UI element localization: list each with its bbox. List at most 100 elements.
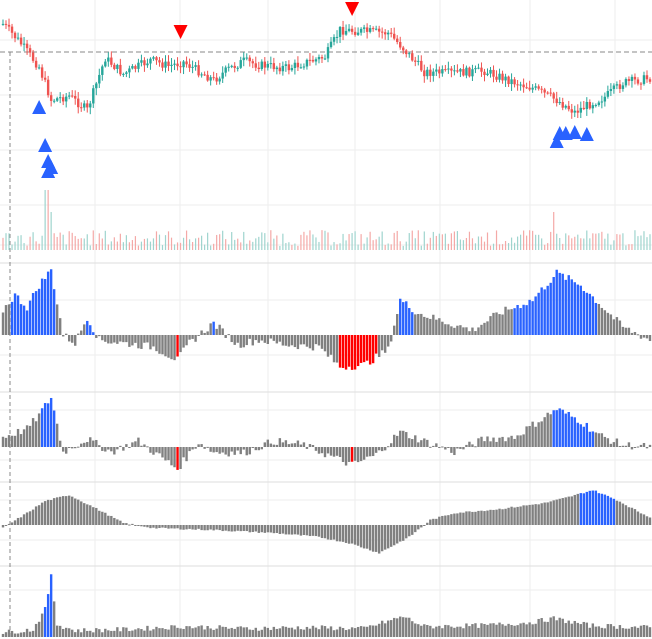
indicator-2-bar-204 <box>615 438 619 447</box>
indicator-1-bar-171 <box>516 304 519 335</box>
indicator-2-bar-214 <box>645 447 649 449</box>
indicator-4-bar-105 <box>317 629 321 637</box>
volume-bar-209 <box>631 244 633 250</box>
indicator-2-bar-113 <box>341 447 345 462</box>
indicator-1-bar-43 <box>131 335 134 346</box>
indicator-2-bar-109 <box>329 447 333 456</box>
candle-body-140 <box>423 70 426 77</box>
indicator-4-bar-86 <box>260 629 263 637</box>
volume-bar-178 <box>538 234 540 250</box>
indicator-1-bar-98 <box>296 335 300 350</box>
indicator-3-bar-44 <box>134 524 137 526</box>
volume-bar-19 <box>59 232 61 250</box>
volume-bar-160 <box>483 241 486 250</box>
indicator-1-bar-212 <box>639 335 643 339</box>
indicator-2-bar-139 <box>420 440 423 447</box>
indicator-1-bar-48 <box>146 335 149 343</box>
candle-body-79 <box>239 60 242 68</box>
candle-body-204 <box>615 84 619 86</box>
indicator-3-bar-74 <box>224 525 227 531</box>
candle-body-29 <box>89 103 92 108</box>
volume-bar-14 <box>44 190 46 250</box>
candle-body-53 <box>161 62 164 68</box>
indicator-1-bar-162 <box>489 316 492 335</box>
indicator-3-bar-47 <box>143 525 146 527</box>
volume-bar-134 <box>405 241 407 250</box>
indicator-1-bar-3 <box>10 301 14 335</box>
indicator-1-bar-51 <box>155 335 158 352</box>
indicator-4-bar-127 <box>383 623 387 637</box>
indicator-4-bar-189 <box>570 623 573 637</box>
indicator-2-bar-51 <box>155 447 158 453</box>
indicator-2-bar-95 <box>287 444 291 447</box>
indicator-3-bar-22 <box>68 495 71 525</box>
indicator-1-bar-207 <box>624 327 628 335</box>
candle-body-141 <box>426 69 429 77</box>
indicator-3-bar-49 <box>149 525 152 529</box>
candle-body-97 <box>293 62 297 68</box>
candle-body-162 <box>489 69 492 74</box>
candle-body-13 <box>40 67 44 78</box>
indicator-4-bar-88 <box>266 627 270 637</box>
indicator-3-bar-125 <box>377 525 381 554</box>
indicator-3-bar-62 <box>188 525 191 529</box>
indicator-1-bar-191 <box>576 284 579 335</box>
candle-body-20 <box>61 97 65 102</box>
indicator-2-bar-47 <box>143 444 146 447</box>
volume-bar-4 <box>14 241 16 250</box>
indicator-2-bar-68 <box>206 446 209 448</box>
indicator-3-bar-78 <box>236 525 239 531</box>
volume-bar-25 <box>77 238 79 250</box>
indicator-3-bar-73 <box>221 525 224 532</box>
volume-bar-167 <box>504 240 507 250</box>
indicator-2-bar-203 <box>612 442 616 447</box>
indicator-2-bar-19 <box>58 440 62 447</box>
indicator-2-bar-93 <box>281 442 285 447</box>
indicator-3-bar-33 <box>101 511 104 525</box>
indicator-2-bar-103 <box>311 444 315 447</box>
indicator-3-bar-45 <box>137 525 140 526</box>
volume-bar-177 <box>535 234 537 250</box>
indicator-2-bar-161 <box>486 436 489 447</box>
volume-bar-171 <box>516 236 519 250</box>
volume-bar-192 <box>580 238 582 250</box>
volume-bar-86 <box>261 232 263 250</box>
candle-body-147 <box>444 69 447 71</box>
indicator-2-bar-89 <box>269 443 273 447</box>
indicator-3-bar-114 <box>344 525 348 543</box>
candle-body-198 <box>597 102 601 105</box>
candle-body-127 <box>383 32 387 35</box>
indicator-2-bar-197 <box>594 432 598 447</box>
candle-body-28 <box>86 103 89 108</box>
indicator-2-bar-154 <box>465 444 468 447</box>
indicator-1-bar-166 <box>501 314 504 335</box>
candle-body-156 <box>471 69 474 77</box>
indicator-1-bar-176 <box>531 301 534 335</box>
candle-body-10 <box>31 52 35 61</box>
candle-body-1 <box>4 23 8 25</box>
indicator-4-bar-65 <box>197 626 200 637</box>
candle-body-179 <box>540 88 543 90</box>
indicator-2-bar-183 <box>552 410 555 447</box>
indicator-3-bar-182 <box>549 501 552 525</box>
indicator-1-bar-44 <box>134 335 137 343</box>
indicator-3-bar-120 <box>362 525 366 549</box>
volume-bar-159 <box>480 236 483 250</box>
volume-bar-98 <box>297 245 299 250</box>
volume-bar-2 <box>8 233 10 250</box>
volume-bar-67 <box>204 244 206 250</box>
volume-bar-29 <box>89 245 91 250</box>
indicator-3-bar-117 <box>353 525 357 545</box>
indicator-2-bar-86 <box>260 447 263 450</box>
candle-body-100 <box>302 66 306 68</box>
indicator-4-bar-174 <box>525 624 528 637</box>
indicator-1-bar-153 <box>462 327 465 335</box>
indicator-3-bar-0 <box>1 525 5 528</box>
candle-body-93 <box>281 65 285 72</box>
indicator-2-bar-153 <box>462 447 465 450</box>
indicator-2-bar-148 <box>447 447 450 448</box>
volume-bar-165 <box>498 244 501 250</box>
indicator-4-bar-106 <box>320 625 324 637</box>
volume-bar-76 <box>231 232 233 250</box>
indicator-1-bar-199 <box>600 307 604 335</box>
